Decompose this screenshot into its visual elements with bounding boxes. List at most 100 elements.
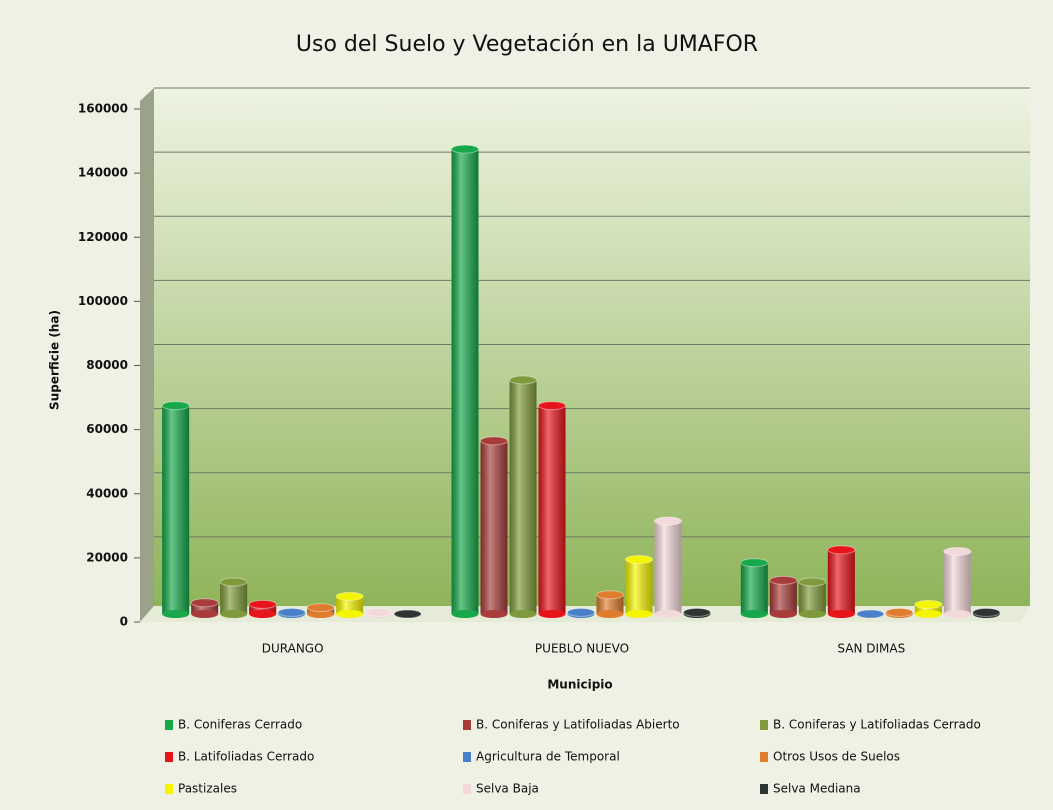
bar-cap xyxy=(538,401,566,411)
bar-base xyxy=(336,610,364,618)
legend-swatch xyxy=(760,784,768,794)
bar-cap xyxy=(914,599,943,609)
bar-cap xyxy=(393,609,422,619)
legend-label: Otros Usos de Suelos xyxy=(773,750,900,764)
x-tick-label: PUEBLO NUEVO xyxy=(535,642,629,656)
bar-cap xyxy=(683,607,711,617)
legend-label: Agricultura de Temporal xyxy=(476,750,620,764)
bar-cap xyxy=(480,436,508,446)
bar-cap xyxy=(596,590,624,600)
bar-cap xyxy=(827,545,856,555)
bar-base xyxy=(798,610,826,618)
bar-base xyxy=(191,610,219,618)
bar-cap xyxy=(769,575,798,585)
bar-cap xyxy=(161,401,190,411)
bar-cap xyxy=(856,609,885,619)
y-tick-label: 20000 xyxy=(86,550,128,564)
bar-shade xyxy=(827,549,855,614)
legend-swatch xyxy=(165,752,173,762)
legend-swatch xyxy=(165,720,173,730)
bar-base xyxy=(307,610,335,618)
bar-cap xyxy=(567,607,595,617)
bar-shade xyxy=(451,149,479,614)
bar-cap xyxy=(335,591,364,601)
legend-label: B. Latifoliadas Cerrado xyxy=(178,750,314,764)
bar-shade xyxy=(336,596,364,614)
y-tick-label: 120000 xyxy=(78,230,128,244)
bar-shade xyxy=(798,581,826,614)
bar-base xyxy=(769,610,797,618)
bar-base xyxy=(162,610,190,618)
bar-shade xyxy=(220,581,248,614)
x-tick-label: SAN DIMAS xyxy=(837,642,905,656)
bar-cap xyxy=(943,546,972,556)
legend-label: B. Coniferas Cerrado xyxy=(178,718,302,732)
bar-base xyxy=(509,610,537,618)
legend-swatch xyxy=(463,784,471,794)
legend-label: B. Coniferas y Latifoliadas Abierto xyxy=(476,718,680,732)
bar-shade xyxy=(191,602,219,614)
legend-label: Pastizales xyxy=(178,782,237,796)
bar-cap xyxy=(625,554,653,564)
legend-label: B. Coniferas y Latifoliadas Cerrado xyxy=(773,718,981,732)
bar-base xyxy=(451,610,479,618)
bar-cap xyxy=(190,598,219,608)
bar-shade xyxy=(538,405,566,614)
y-axis-label: Superficie (ha) xyxy=(48,310,62,410)
x-axis-label: Municipio xyxy=(547,678,612,692)
bar-shade xyxy=(162,405,190,614)
y-tick-label: 160000 xyxy=(78,102,128,116)
bar-shade xyxy=(249,604,277,614)
legend-swatch xyxy=(463,752,471,762)
plot-area xyxy=(154,88,1030,606)
bar-cap xyxy=(972,607,1001,617)
bar-base xyxy=(740,610,768,618)
bar-base xyxy=(943,610,971,618)
bar-shade xyxy=(914,604,942,614)
bar-shade xyxy=(509,379,537,614)
bar-shade xyxy=(480,440,508,614)
bar-cap xyxy=(740,558,769,568)
bar-cap xyxy=(306,603,335,613)
bar-shade xyxy=(596,594,624,614)
bar-cap xyxy=(219,577,248,587)
y-tick-label: 0 xyxy=(120,615,128,629)
legend-label: Selva Mediana xyxy=(773,782,861,796)
bar-cap xyxy=(885,607,914,617)
bar-base xyxy=(914,610,942,618)
bar-cap xyxy=(451,144,479,154)
bar-cap xyxy=(364,607,393,617)
bar-cap xyxy=(277,607,306,617)
bar-base xyxy=(220,610,248,618)
bar-shade xyxy=(625,559,653,614)
bar-shade xyxy=(654,521,682,614)
bar-base xyxy=(654,610,682,618)
y-tick-label: 60000 xyxy=(86,422,128,436)
x-tick-label: DURANGO xyxy=(262,642,324,656)
bar-cap xyxy=(798,577,827,587)
bar-shade xyxy=(740,562,768,614)
y-tick-label: 40000 xyxy=(86,486,128,500)
bar-cap xyxy=(248,599,277,609)
bar-base xyxy=(827,610,855,618)
y-tick-label: 80000 xyxy=(86,358,128,372)
bar-base xyxy=(596,610,624,618)
legend-swatch xyxy=(165,784,173,794)
chart-title: Uso del Suelo y Vegetación en la UMAFOR xyxy=(296,32,758,57)
bar-base xyxy=(480,610,508,618)
bar-base xyxy=(625,610,653,618)
bar-base xyxy=(249,610,277,618)
bar-cap xyxy=(654,516,682,526)
legend-swatch xyxy=(463,720,471,730)
bar-cap xyxy=(509,375,537,385)
bar-shade xyxy=(943,551,971,614)
legend-label: Selva Baja xyxy=(476,782,539,796)
bar-base xyxy=(538,610,566,618)
legend-swatch xyxy=(760,752,768,762)
side-wall xyxy=(140,88,154,622)
legend-swatch xyxy=(760,720,768,730)
y-tick-label: 100000 xyxy=(78,294,128,308)
y-tick-label: 140000 xyxy=(78,166,128,180)
bar-shade xyxy=(769,580,797,614)
